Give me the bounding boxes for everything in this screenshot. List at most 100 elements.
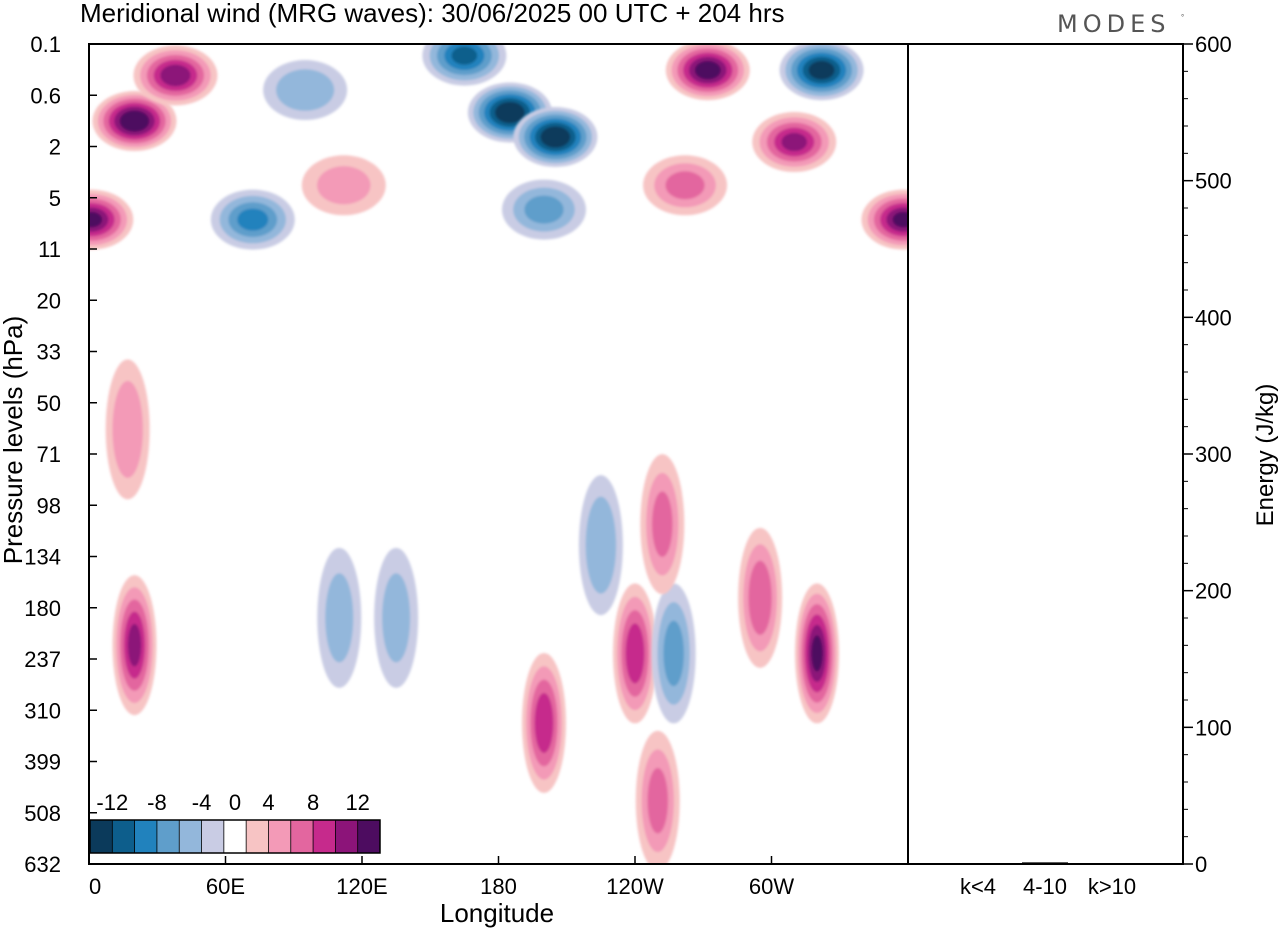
energy-category-label: k>10 [1088,874,1136,899]
negative-anomaly [502,179,586,240]
energy-bar-panel: 0 100 200 300 400 500 600 k<4 4-10 k>10 [907,32,1232,899]
negative-anomaly [422,44,507,86]
energy-tick-label: 100 [1195,715,1232,740]
contour-band [808,60,835,80]
energy-bar [1022,862,1068,864]
negative-anomaly [374,547,419,688]
positive-anomaly [522,652,566,793]
energy-bar [955,863,1001,865]
positive-anomaly [105,359,150,500]
colorbar-label: -12 [96,790,128,815]
pressure-tick-label: 0.6 [30,83,61,108]
contour-band [647,768,669,834]
colorbar-label: -4 [192,790,212,815]
energy-category-label: 4-10 [1023,874,1067,899]
contour-band [811,635,823,672]
positive-anomaly [640,454,685,595]
colorbar-swatch [179,820,203,853]
negative-anomaly [779,44,864,101]
colorbar-swatch [90,820,113,853]
chart-title: Meridional wind (MRG waves): 30/06/2025 … [80,0,785,28]
colorbar-swatch [268,820,292,853]
pressure-tick-label: 180 [24,596,61,621]
positive-anomaly [112,575,157,716]
energy-tick-label: 500 [1195,169,1232,194]
pressure-tick-label: 11 [38,237,61,262]
contour-band [325,573,354,663]
longitude-axis: 0 60E 120E 180 120W 60W [88,856,794,899]
pressure-tick-label: 2 [49,135,61,160]
contour-band [125,114,144,128]
colorbar-swatch [134,820,158,853]
energy-tick-label: 300 [1195,442,1232,467]
positive-anomaly [643,155,728,216]
contour-band [534,692,554,753]
positive-anomaly [738,527,783,668]
logo-mark: ° [1181,13,1184,22]
energy-tick-label: 400 [1195,305,1232,330]
longitude-tick-label: 180 [480,874,517,899]
pressure-tick-label: 0.1 [30,32,61,57]
contour-band [127,623,142,667]
heatmap-plot-area [88,43,909,865]
pressure-tick-label: 5 [49,186,61,211]
positive-anomaly [665,44,750,101]
contour-band [625,623,645,684]
negative-anomaly [513,107,598,168]
negative-anomaly [263,60,348,121]
contour-band [500,105,520,120]
energy-bar [1089,863,1135,865]
positive-anomaly [861,189,908,250]
positive-anomaly [133,45,218,106]
contour-band [276,69,335,111]
colorbar-swatch [112,820,136,853]
pressure-tick-label: 33 [37,340,61,365]
contour-band [694,60,721,80]
pressure-tick-label: 310 [24,698,61,723]
modes-logo: MODES [1057,10,1170,38]
colorbar-frame [89,819,381,854]
longitude-tick-label: 120W [606,874,664,899]
longitude-tick-label: 0 [89,874,101,899]
negative-anomaly [578,475,623,616]
contour-band [160,64,191,87]
pressure-tick-label: 50 [37,391,61,416]
longitude-axis-label: Longitude [440,898,554,928]
contour-band [663,620,684,687]
energy-axis-label: Energy (J/kg) [1252,384,1279,527]
contour-band [382,573,411,663]
energy-category-label: k<4 [960,874,996,899]
colorbar-label: 12 [345,790,369,815]
contour-band [524,195,564,224]
contour-band [545,130,565,144]
negative-anomaly [317,547,362,688]
pressure-tick-label: 20 [37,288,61,313]
pressure-tick-label: 134 [24,545,61,570]
contour-band [892,211,908,228]
colorbar-label: 8 [307,790,319,815]
colorbar-swatch [201,820,225,853]
colorbar-swatch [290,820,314,853]
positive-anomaly [301,155,386,216]
colorbar: -12 -8 -4 0 4 8 12 [89,790,381,854]
contour-band [652,491,673,557]
positive-anomaly [613,583,657,724]
colorbar-label: 0 [229,790,241,815]
colorbar-swatch [156,820,180,853]
pressure-tick-label: 237 [24,647,61,672]
colorbar-swatch [335,820,359,853]
contour-band [317,166,371,205]
pressure-tick-label: 508 [24,801,61,826]
pressure-tick-label: 399 [24,750,61,775]
colorbar-label: 4 [262,790,274,815]
pressure-tick-label: 98 [37,493,61,518]
contour-band [89,211,103,228]
positive-anomaly [92,91,177,152]
colorbar-swatch [357,820,381,853]
positive-anomaly [89,189,134,250]
pressure-axis: 0.1 0.6 2 5 11 20 33 50 71 98 134 180 237 310 399 508 63… [24,32,97,877]
energy-tick-label: 200 [1195,579,1232,604]
energy-tick-label: 0 [1195,852,1207,877]
contour-band [237,208,269,231]
